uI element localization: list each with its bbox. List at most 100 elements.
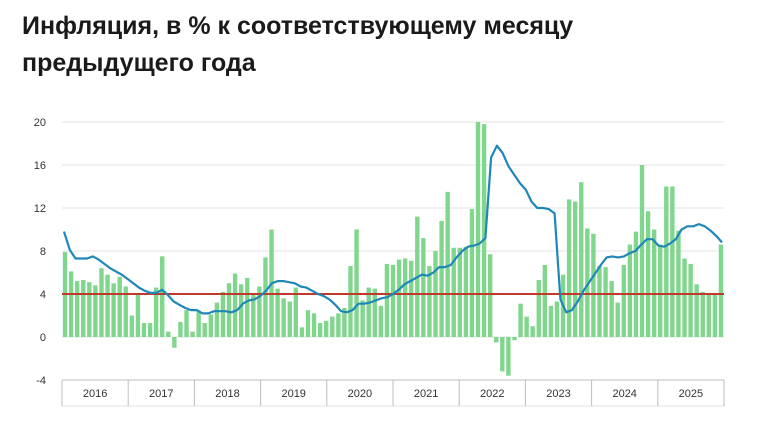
- x-tick-label: 2018: [215, 388, 239, 400]
- y-tick-label: 20: [34, 117, 46, 129]
- bar: [603, 267, 608, 337]
- x-axis: 2016 2017 2018 2019 2020 2021 2022 2023 2024 2025: [61, 379, 725, 407]
- bar: [281, 298, 286, 337]
- bar: [129, 315, 135, 337]
- bar: [688, 263, 693, 337]
- bar: [68, 271, 74, 337]
- bar: [330, 316, 335, 337]
- bar: [700, 291, 705, 337]
- bar: [609, 281, 614, 337]
- bar: [463, 246, 469, 337]
- bar: [208, 314, 213, 337]
- bar: [147, 323, 153, 337]
- bar: [348, 266, 353, 337]
- bar: [591, 233, 596, 337]
- bar: [451, 247, 456, 337]
- bar: [621, 264, 626, 337]
- y-tick-label: -4: [36, 375, 46, 387]
- bar: [105, 274, 110, 337]
- bar: [117, 276, 122, 337]
- bar: [220, 291, 226, 337]
- x-tick-label: 2025: [679, 388, 703, 400]
- bar: [670, 186, 675, 337]
- x-tick-label: 2017: [149, 388, 173, 400]
- bar: [694, 284, 699, 337]
- bar: [238, 284, 244, 337]
- grid: [62, 121, 724, 381]
- bar: [512, 337, 517, 341]
- bar: [160, 256, 165, 337]
- bar: [536, 280, 541, 337]
- bar: [402, 258, 408, 337]
- bar: [111, 283, 116, 337]
- bar: [585, 228, 590, 337]
- bar: [360, 300, 365, 337]
- bar: [190, 331, 195, 337]
- inflation-line: [62, 144, 723, 315]
- y-tick-label: 0: [40, 332, 46, 344]
- bar: [530, 326, 535, 337]
- bar: [664, 186, 669, 337]
- bar: [682, 258, 687, 337]
- bar: [573, 201, 578, 337]
- bar: [487, 254, 493, 337]
- bar: [123, 286, 128, 337]
- bar: [372, 288, 377, 337]
- bar: [445, 191, 450, 337]
- bar: [554, 301, 560, 337]
- bar: [93, 285, 98, 337]
- bar: [597, 266, 602, 337]
- bar: [226, 283, 232, 337]
- bar: [542, 264, 548, 337]
- bar: [196, 311, 201, 337]
- x-tick-label: 2020: [348, 388, 372, 400]
- x-tick-label: 2021: [414, 388, 438, 400]
- bar: [74, 281, 80, 337]
- bar: [390, 264, 396, 337]
- bar: [500, 337, 505, 372]
- bar: [427, 266, 432, 337]
- bar: [135, 294, 141, 337]
- bar: [81, 280, 86, 337]
- bar: [324, 320, 329, 337]
- bar: [99, 268, 104, 337]
- bar: [245, 277, 250, 337]
- y-tick-label: 4: [40, 289, 46, 301]
- bar: [475, 122, 481, 337]
- chart-title: Инфляция, в % к соответствующему месяцу …: [22, 12, 574, 77]
- bar: [396, 259, 402, 337]
- bar: [615, 302, 620, 337]
- x-tick-label: 2016: [83, 388, 107, 400]
- bar: [251, 295, 256, 337]
- bar: [439, 220, 444, 337]
- x-tick-label: 2024: [612, 388, 636, 400]
- bar: [214, 302, 220, 337]
- bar: [293, 287, 299, 337]
- bar: [366, 287, 371, 337]
- bar: [299, 327, 305, 337]
- bar: [287, 301, 292, 337]
- bar: [172, 337, 177, 348]
- bar: [457, 247, 462, 337]
- bar: [257, 286, 262, 337]
- bar: [524, 316, 529, 337]
- bar: [645, 211, 651, 337]
- bar: [275, 288, 280, 337]
- bar: [202, 323, 207, 337]
- bar: [409, 260, 414, 337]
- bar: [141, 323, 147, 337]
- bar: [184, 310, 189, 337]
- bar: [153, 287, 159, 337]
- bar: [469, 209, 475, 337]
- bar: [336, 313, 341, 337]
- bar: [305, 310, 311, 337]
- bar: [311, 313, 317, 337]
- bar: [712, 292, 718, 337]
- bar: [481, 124, 487, 338]
- y-axis: -4 0 4 8 12 16 20: [34, 117, 46, 387]
- bar: [651, 229, 657, 337]
- bar: [232, 273, 238, 337]
- y-tick-label: 12: [34, 203, 46, 215]
- bar: [494, 337, 499, 343]
